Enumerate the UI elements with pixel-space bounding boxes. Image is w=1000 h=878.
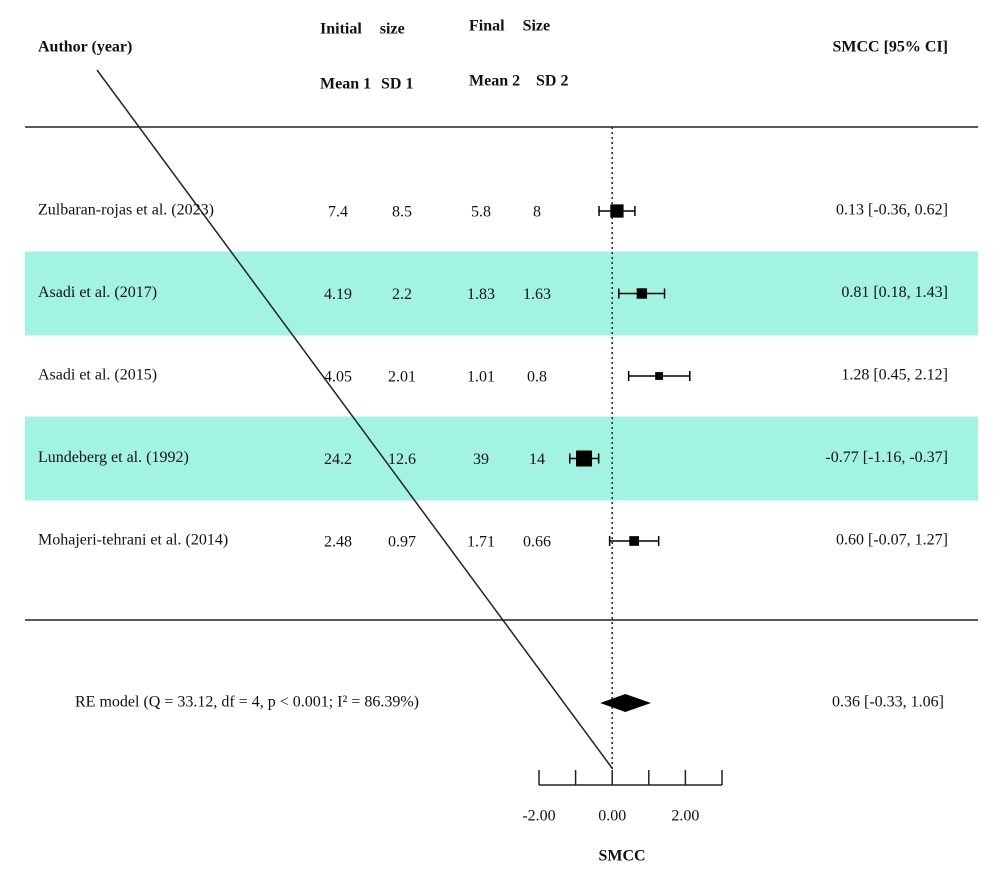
cell-sd1: 2.01 <box>388 369 416 386</box>
estimate-square <box>576 450 593 467</box>
header-sd1: SD 1 <box>381 76 413 93</box>
header-mean1: Mean 1 <box>320 76 371 93</box>
x-axis-title: SMCC <box>598 848 645 865</box>
study-name: Zulbaran-rojas et al. (2023) <box>38 202 214 219</box>
row-highlight <box>25 416 978 501</box>
cell-mean2: 39 <box>473 451 489 468</box>
diagonal-line <box>96 69 613 769</box>
cell-sd2: 8 <box>533 204 541 221</box>
estimate-square <box>610 204 624 218</box>
cell-mean2: 1.71 <box>467 534 495 551</box>
cell-sd2: 1.63 <box>523 286 551 303</box>
x-tick-label: 2.00 <box>671 808 699 825</box>
header-author: Author (year) <box>38 39 132 56</box>
estimate-label: 0.13 [-0.36, 0.62] <box>836 202 948 219</box>
estimate-label: 0.81 [0.18, 1.43] <box>841 284 948 301</box>
study-name: Asadi et al. (2017) <box>38 284 157 301</box>
summary-estimate-label: 0.36 [-0.33, 1.06] <box>832 694 944 711</box>
cell-sd1: 2.2 <box>392 286 412 303</box>
x-tick-label: -2.00 <box>522 808 555 825</box>
cell-mean1: 4.05 <box>324 369 352 386</box>
estimate-square <box>655 372 663 380</box>
header-sd2: SD 2 <box>536 73 568 90</box>
header-estimate: SMCC [95% CI] <box>832 39 948 56</box>
header-mean2: Mean 2 <box>469 73 520 90</box>
cell-mean1: 4.19 <box>324 286 352 303</box>
cell-sd2: 0.66 <box>523 534 551 551</box>
cell-sd2: 14 <box>529 451 545 468</box>
estimate-label: 1.28 [0.45, 2.12] <box>841 367 948 384</box>
header-final: Final Size <box>469 18 550 35</box>
row-highlight <box>25 251 978 336</box>
header-initial: Initial size <box>320 21 405 38</box>
estimate-square <box>636 288 648 299</box>
estimate-label: 0.60 [-0.07, 1.27] <box>836 532 948 549</box>
cell-mean1: 24.2 <box>324 451 352 468</box>
row-backgrounds <box>25 251 978 501</box>
cell-sd1: 12.6 <box>388 451 416 468</box>
cell-mean1: 2.48 <box>324 534 352 551</box>
cell-mean2: 5.8 <box>471 204 491 221</box>
cell-sd1: 0.97 <box>388 534 416 551</box>
cell-mean2: 1.83 <box>467 286 495 303</box>
summary-label: RE model (Q = 33.12, df = 4, p < 0.001; … <box>75 694 419 711</box>
study-name: Asadi et al. (2015) <box>38 367 157 384</box>
cell-mean2: 1.01 <box>467 369 495 386</box>
cell-mean1: 7.4 <box>328 204 348 221</box>
cell-sd2: 0.8 <box>527 369 547 386</box>
estimate-label: -0.77 [-1.16, -0.37] <box>825 449 948 466</box>
cell-sd1: 8.5 <box>392 204 412 221</box>
study-name: Mohajeri-tehrani et al. (2014) <box>38 532 228 549</box>
study-name: Lundeberg et al. (1992) <box>38 449 189 466</box>
summary-diamond <box>600 694 651 712</box>
estimate-square <box>629 536 640 546</box>
x-tick-label: 0.00 <box>598 808 626 825</box>
